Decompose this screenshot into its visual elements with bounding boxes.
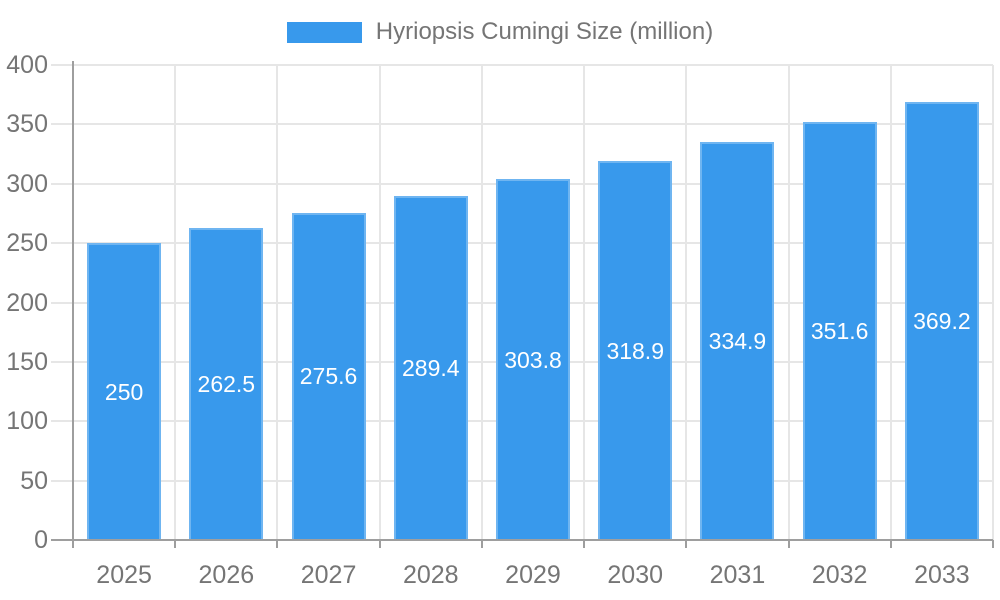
x-axis-tick (583, 540, 586, 548)
x-axis-tick (480, 540, 483, 548)
y-tick-label: 50 (20, 466, 48, 495)
x-axis-tick (378, 540, 381, 548)
x-tick-label: 2031 (709, 561, 766, 589)
y-tick-label: 100 (6, 407, 48, 436)
x-boundary-grid-line (787, 65, 790, 540)
x-axis-tick (685, 540, 688, 548)
bar-value-label: 275.6 (299, 363, 358, 390)
bar-value-label: 318.9 (606, 337, 664, 364)
bar-value-label: 289.4 (401, 355, 460, 382)
y-tick-label: 200 (6, 288, 48, 317)
x-boundary-grid-line (480, 65, 483, 540)
x-boundary-grid-line (174, 65, 177, 540)
bar-value-label: 369.2 (913, 307, 971, 334)
x-boundary-grid-line (583, 65, 586, 540)
x-axis-tick (889, 540, 892, 548)
x-tick-label: 2033 (914, 561, 970, 589)
legend[interactable]: Hyriopsis Cumingi Size (million) (0, 18, 1000, 46)
y-tick-label: 300 (6, 169, 48, 198)
bar[interactable] (904, 101, 979, 540)
x-tick-label: 2027 (300, 561, 357, 589)
x-tick-label: 2026 (198, 561, 255, 589)
x-tick-label: 2028 (402, 561, 459, 589)
legend-label: Hyriopsis Cumingi Size (million) (375, 18, 714, 45)
x-axis-tick (992, 540, 994, 548)
x-axis-tick (787, 540, 790, 548)
y-tick-label: 350 (6, 110, 48, 139)
x-boundary-grid-line (276, 65, 279, 540)
y-grid-line (51, 123, 993, 126)
y-tick-label: 0 (34, 526, 48, 554)
bar-value-label: 303.8 (504, 346, 562, 373)
y-tick-label: 400 (6, 51, 48, 79)
bar[interactable] (700, 142, 775, 540)
y-axis-line (72, 61, 74, 540)
bar[interactable] (802, 122, 877, 540)
x-tick-label: 2032 (811, 561, 868, 589)
x-boundary-grid-line (685, 65, 688, 540)
x-tick-label: 2029 (505, 561, 561, 589)
legend-swatch (286, 21, 362, 43)
bar-value-label: 250 (104, 378, 144, 405)
bar[interactable] (189, 228, 264, 540)
x-tick-label: 2025 (96, 561, 152, 589)
y-grid-line (51, 64, 993, 66)
bar[interactable] (496, 179, 570, 540)
x-boundary-grid-line (992, 65, 994, 540)
bar-value-label: 334.9 (708, 328, 767, 355)
x-axis-tick (72, 540, 74, 548)
x-tick-label: 2030 (607, 561, 664, 589)
bar-value-label: 262.5 (197, 371, 256, 398)
bar[interactable] (598, 161, 673, 540)
x-axis-tick (174, 540, 177, 548)
bar-value-label: 351.6 (810, 318, 869, 345)
bar[interactable] (393, 196, 468, 540)
bar[interactable] (87, 243, 162, 540)
y-tick-label: 150 (6, 347, 48, 376)
x-axis-line (51, 539, 993, 541)
x-axis-tick (276, 540, 279, 548)
x-boundary-grid-line (889, 65, 892, 540)
x-boundary-grid-line (378, 65, 381, 540)
y-tick-label: 250 (6, 229, 48, 258)
bar[interactable] (291, 212, 366, 540)
